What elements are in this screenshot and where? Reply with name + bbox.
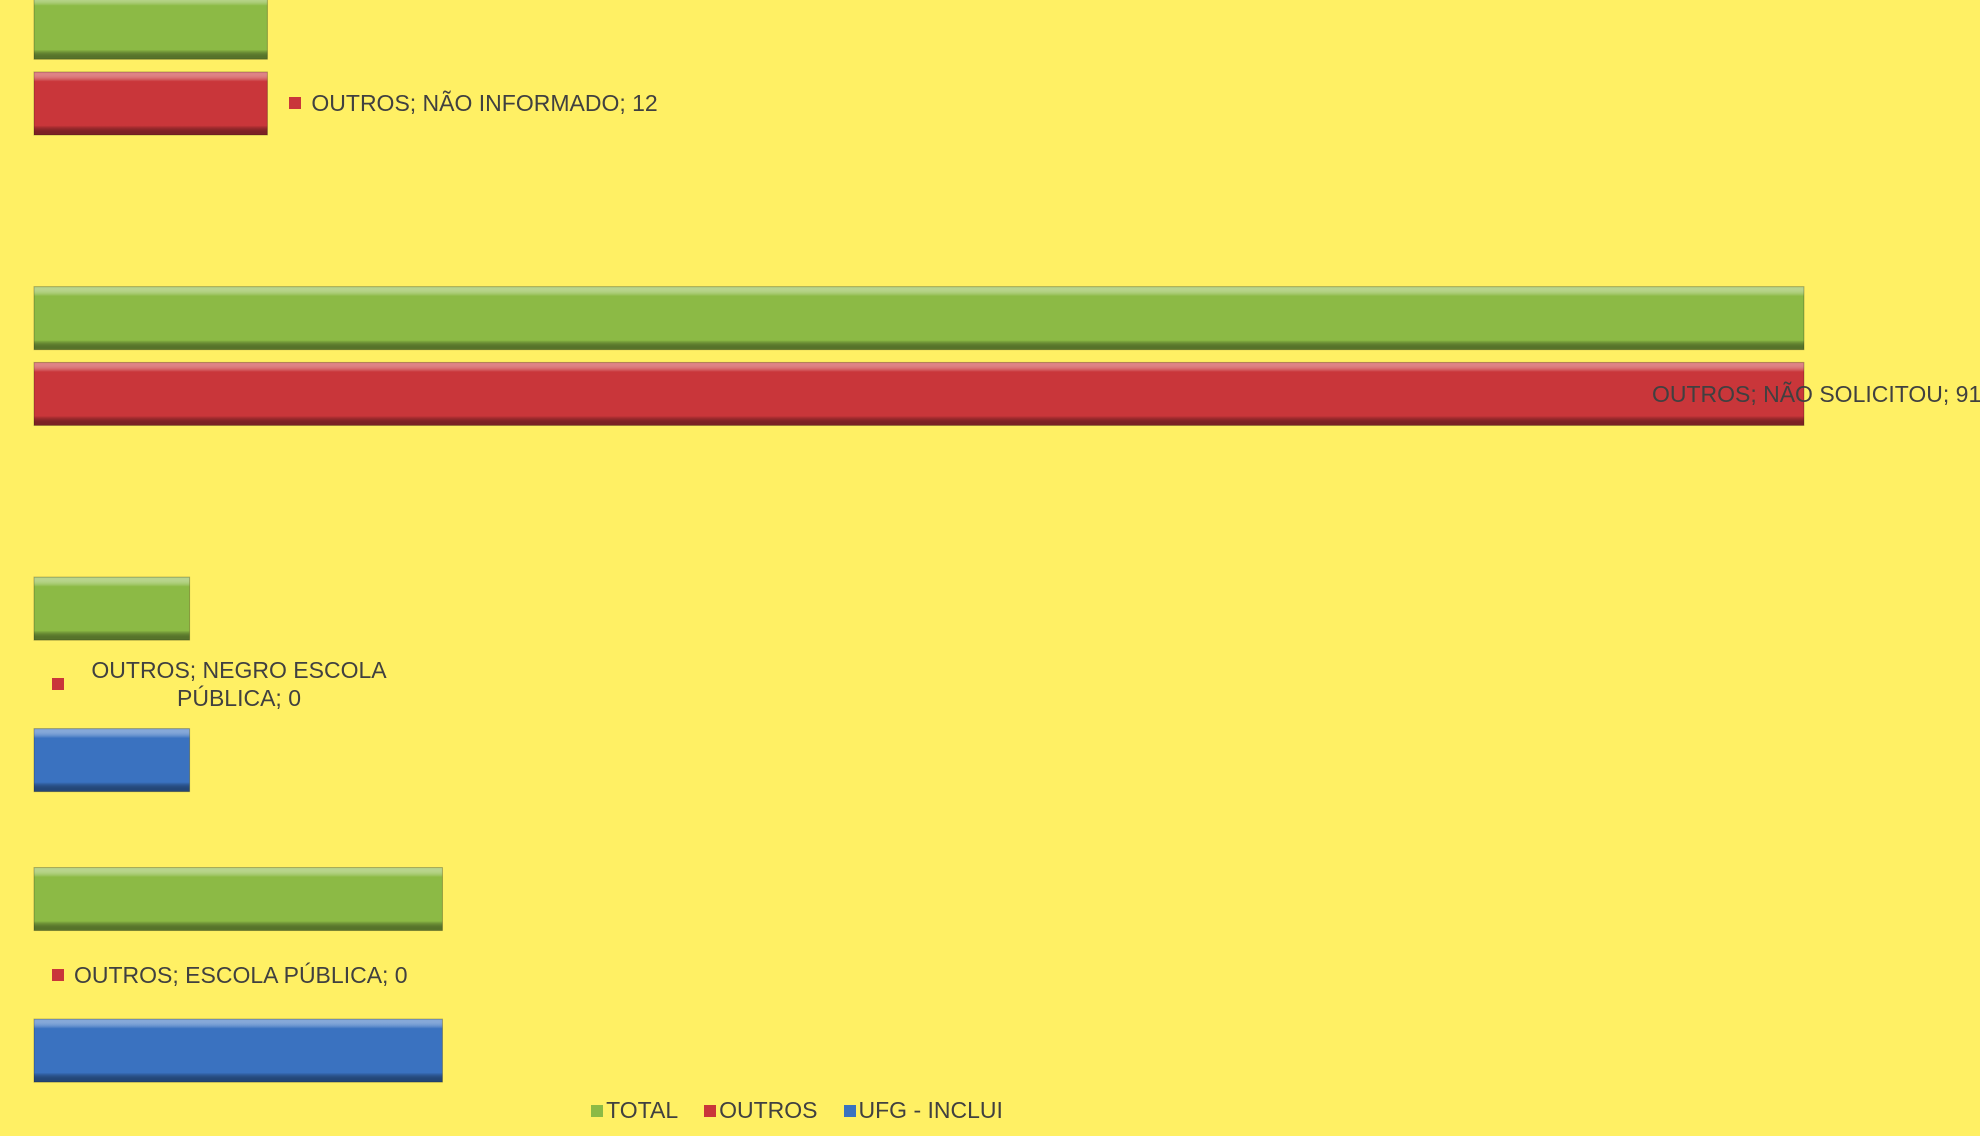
label-key	[52, 968, 64, 981]
bar-shade	[33, 71, 268, 136]
bar-shade	[33, 1018, 443, 1083]
legend-key	[591, 1104, 604, 1117]
legend-label: OUTROS	[719, 1097, 818, 1123]
legend-item: TOTAL	[591, 1097, 678, 1124]
legend-key	[704, 1104, 717, 1117]
legend-label: TOTAL	[606, 1097, 679, 1123]
data-label: OUTROS; ESCOLA PÚBLICA; 0	[74, 961, 408, 988]
label-key	[289, 97, 302, 110]
bar-shade	[33, 361, 1805, 426]
data-label: OUTROS; NÃO SOLICITOU; 91	[1651, 380, 1980, 407]
legend: TOTAL OUTROS UFG - INCLUI	[0, 1097, 1594, 1124]
bar-shade	[33, 286, 1805, 351]
legend-key	[843, 1104, 856, 1117]
data-label: OUTROS; NEGRO ESCOLA PÚBLICA; 0	[91, 657, 387, 712]
legend-label: UFG - INCLUI	[858, 1097, 1003, 1123]
bar-shade	[33, 576, 191, 641]
data-label: OUTROS; NÃO INFORMADO; 12	[311, 90, 658, 117]
legend-item: UFG - INCLUI	[843, 1097, 1003, 1124]
bar-shade	[33, 0, 268, 60]
label-key	[1629, 387, 1642, 400]
legend-item: OUTROS	[704, 1097, 818, 1124]
bar-shade	[33, 867, 443, 932]
bar-shade	[33, 728, 191, 793]
label-key	[52, 678, 64, 691]
